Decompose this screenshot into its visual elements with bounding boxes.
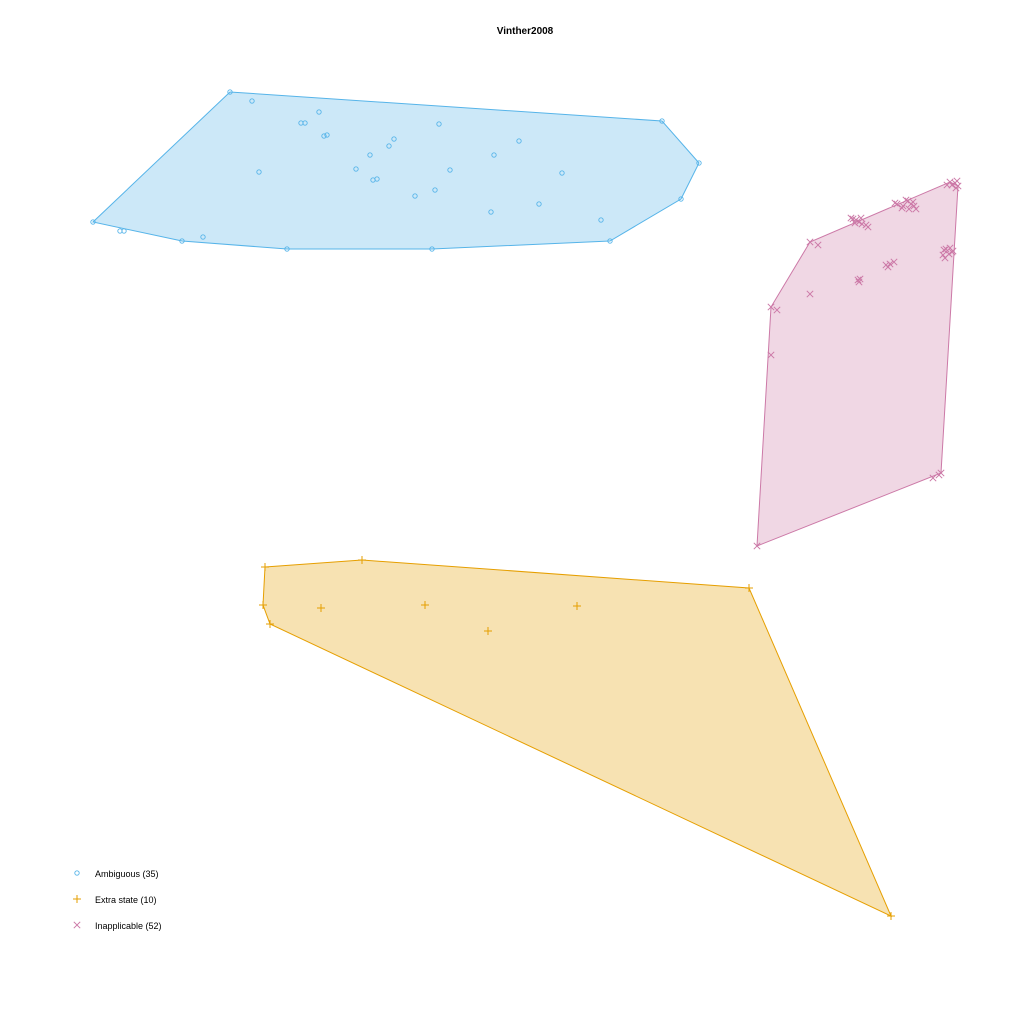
legend-symbol-extra-state — [73, 895, 81, 903]
point-ambiguous-6 — [324, 132, 330, 138]
point-ambiguous-2 — [316, 109, 322, 115]
point-extra-state-7 — [266, 620, 274, 628]
point-ambiguous-0 — [227, 89, 233, 95]
point-ambiguous-15 — [256, 169, 262, 175]
point-ambiguous-1 — [249, 98, 255, 104]
hull-extra-state — [262, 559, 892, 918]
point-extra-state-3 — [259, 601, 267, 609]
point-inapplicable-5 — [891, 199, 899, 207]
point-inapplicable-32 — [767, 303, 775, 311]
point-inapplicable-45 — [953, 177, 961, 185]
point-inapplicable-25 — [939, 251, 947, 259]
point-inapplicable-26 — [890, 258, 898, 266]
point-ambiguous-18 — [370, 177, 376, 183]
point-inapplicable-4 — [952, 184, 960, 192]
legend-symbol-inapplicable — [73, 921, 81, 929]
point-ambiguous-29 — [284, 246, 290, 252]
point-extra-state-0 — [261, 563, 269, 571]
point-ambiguous-30 — [429, 246, 435, 252]
point-inapplicable-2 — [948, 181, 956, 189]
point-ambiguous-23 — [598, 217, 604, 223]
point-extra-state-2 — [745, 584, 753, 592]
point-inapplicable-46 — [942, 245, 950, 253]
point-inapplicable-15 — [855, 218, 863, 226]
legend-label-inapplicable: Inapplicable (52) — [95, 921, 162, 931]
legend: Ambiguous (35) Extra state (10) Inapplic… — [73, 869, 162, 931]
point-inapplicable-10 — [910, 202, 918, 210]
legend-marker-ambiguous — [74, 870, 80, 876]
legend-item-extra-state: Extra state (10) — [73, 895, 157, 905]
point-inapplicable-36 — [929, 474, 937, 482]
point-ambiguous-9 — [516, 138, 522, 144]
point-ambiguous-22 — [488, 209, 494, 215]
point-ambiguous-8 — [391, 136, 397, 142]
point-ambiguous-33 — [678, 196, 684, 202]
point-inapplicable-41 — [905, 205, 913, 213]
point-ambiguous-28 — [607, 238, 613, 244]
point-ambiguous-25 — [117, 228, 123, 234]
point-inapplicable-34 — [767, 351, 775, 359]
hull-layer — [91, 91, 959, 918]
point-ambiguous-13 — [353, 166, 359, 172]
point-inapplicable-43 — [909, 198, 917, 206]
point-inapplicable-50 — [935, 471, 943, 479]
point-ambiguous-27 — [179, 238, 185, 244]
point-ambiguous-20 — [412, 193, 418, 199]
point-inapplicable-51 — [949, 247, 957, 255]
point-ambiguous-32 — [696, 160, 702, 166]
point-inapplicable-44 — [943, 181, 951, 189]
point-inapplicable-42 — [893, 200, 901, 208]
point-extra-state-5 — [421, 601, 429, 609]
point-inapplicable-28 — [882, 261, 890, 269]
point-extra-state-8 — [484, 627, 492, 635]
point-inapplicable-37 — [753, 542, 761, 550]
point-inapplicable-38 — [847, 214, 855, 222]
point-ambiguous-11 — [367, 152, 373, 158]
point-inapplicable-9 — [899, 202, 907, 210]
hull-inapplicable — [756, 181, 959, 547]
legend-item-inapplicable: Inapplicable (52) — [73, 921, 162, 931]
legend-item-ambiguous: Ambiguous (35) — [74, 869, 159, 879]
point-extra-state-9 — [887, 912, 895, 920]
point-ambiguous-10 — [386, 143, 392, 149]
point-ambiguous-14 — [447, 167, 453, 173]
point-ambiguous-19 — [432, 187, 438, 193]
point-inapplicable-47 — [941, 254, 949, 262]
hull-ambiguous — [91, 91, 700, 250]
point-ambiguous-31 — [659, 118, 665, 124]
point-extra-state-6 — [573, 602, 581, 610]
point-inapplicable-18 — [851, 219, 859, 227]
legend-marker-inapplicable — [73, 921, 81, 929]
point-ambiguous-34 — [90, 219, 96, 225]
legend-symbol-ambiguous — [74, 870, 80, 876]
point-inapplicable-31 — [806, 290, 814, 298]
point-ambiguous-4 — [302, 120, 308, 126]
point-inapplicable-33 — [773, 306, 781, 314]
legend-label-ambiguous: Ambiguous (35) — [95, 869, 159, 879]
point-extra-state-1 — [358, 556, 366, 564]
point-inapplicable-11 — [912, 205, 920, 213]
point-inapplicable-40 — [864, 223, 872, 231]
point-inapplicable-48 — [886, 260, 894, 268]
point-extra-state-4 — [317, 604, 325, 612]
point-inapplicable-16 — [858, 220, 866, 228]
point-ambiguous-5 — [436, 121, 442, 127]
point-ambiguous-16 — [559, 170, 565, 176]
point-ambiguous-7 — [321, 133, 327, 139]
point-inapplicable-39 — [857, 214, 865, 222]
point-inapplicable-6 — [902, 196, 910, 204]
point-ambiguous-12 — [491, 152, 497, 158]
points-layer — [90, 89, 962, 920]
point-ambiguous-26 — [200, 234, 206, 240]
legend-label-extra-state: Extra state (10) — [95, 895, 157, 905]
chart-title: Vinther2008 — [497, 26, 554, 37]
point-inapplicable-20 — [806, 238, 814, 246]
point-inapplicable-30 — [855, 278, 863, 286]
legend-marker-extra-state — [73, 895, 81, 903]
point-ambiguous-21 — [536, 201, 542, 207]
point-inapplicable-19 — [814, 241, 822, 249]
point-inapplicable-49 — [854, 276, 862, 284]
point-inapplicable-12 — [898, 204, 906, 212]
